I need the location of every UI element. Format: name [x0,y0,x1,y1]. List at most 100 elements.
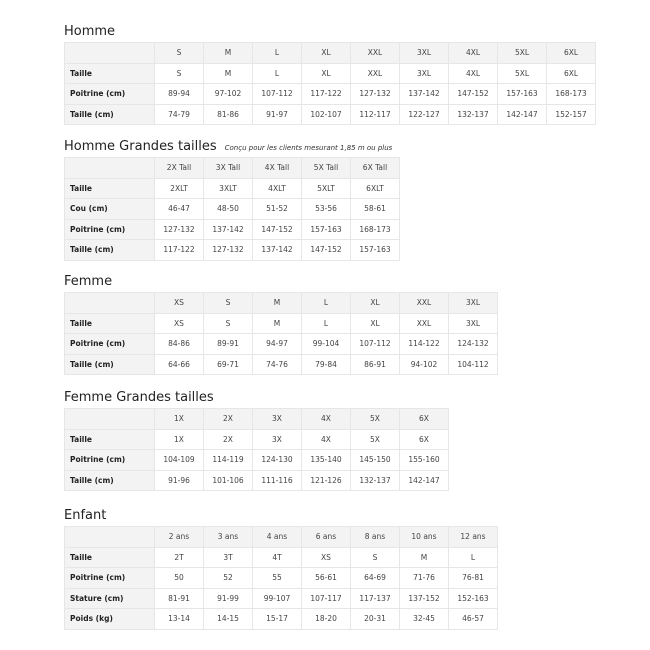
table-cell: 152-157 [546,103,596,125]
table-cell: 4XL [448,62,498,84]
table-cell: 13-14 [154,608,204,630]
table-cell: 101-106 [203,469,253,491]
table-cell: L [448,546,498,568]
column-header: XL [350,292,400,314]
section-title-text: Homme Grandes tailles [64,139,217,154]
table-cell: 3XLT [203,177,253,199]
table-cell: 86-91 [350,353,400,375]
table-cell: 46-47 [154,198,204,220]
table-header-row: 2 ans 3 ans 4 ans 6 ans 8 ans 10 ans 12 ans [64,526,498,548]
table-row: Taille 2T 3T 4T XS S M L [64,546,498,568]
row-label: Poitrine (cm) [64,449,155,471]
column-header: 3X [252,408,302,430]
section-title-text: Femme Grandes tailles [64,390,214,405]
size-table: 1X 2X 3X 4X 5X 6X Taille 1X 2X 3X 4X 5X 6X Poitrine (… [64,408,449,491]
table-cell: 91-97 [252,103,302,125]
column-header: M [203,42,253,64]
table-cell: XL [301,62,351,84]
column-header: 4X Tall [252,157,302,179]
column-header: 4XL [448,42,498,64]
column-header: 3XL [448,292,498,314]
table-cell: 94-102 [399,353,449,375]
table-cell: 55 [252,567,302,589]
row-label: Taille [64,177,155,199]
table-cell: 122-127 [399,103,449,125]
table-cell: XS [154,312,204,334]
table-cell: M [399,546,449,568]
table-cell: XL [350,312,400,334]
table-cell: 14-15 [203,608,253,630]
table-cell: 157-163 [350,239,400,261]
column-header: XXL [399,292,449,314]
column-header: 1X [154,408,204,430]
table-cell: 168-173 [546,83,596,105]
table-cell: 99-104 [301,333,351,355]
row-label: Stature (cm) [64,587,155,609]
table-cell: 74-79 [154,103,204,125]
corner-cell [64,42,155,64]
column-header: 4X [301,408,351,430]
table-cell: 32-45 [399,608,449,630]
table-row: Taille S M L XL XXL 3XL 4XL 5XL 6XL [64,62,596,84]
table-row: Poids (kg) 13-14 14-15 15-17 18-20 20-31 32-45… [64,608,498,630]
table-row: Taille (cm) 64-66 69-71 74-76 79-84 86-91 94-1… [64,353,498,375]
table-cell: 48-50 [203,198,253,220]
table-cell: 56-61 [301,567,351,589]
column-header: 6X Tall [350,157,400,179]
table-row: Poitrine (cm) 50 52 55 56-61 64-69 71-76 76-81 [64,567,498,589]
row-label: Poitrine (cm) [64,333,155,355]
table-cell: 127-132 [203,239,253,261]
table-cell: 107-112 [252,83,302,105]
table-cell: 117-122 [301,83,351,105]
row-label: Taille (cm) [64,469,155,491]
row-label: Taille [64,428,155,450]
table-cell: 127-132 [350,83,400,105]
table-cell: 107-112 [350,333,400,355]
table-cell: 112-117 [350,103,400,125]
row-label: Poids (kg) [64,608,155,630]
table-cell: 3X [252,428,302,450]
size-table: 2 ans 3 ans 4 ans 6 ans 8 ans 10 ans 12 ans Tai… [64,526,498,630]
table-cell: 76-81 [448,567,498,589]
table-cell: 111-116 [252,469,302,491]
table-cell: 132-137 [350,469,400,491]
row-label: Taille (cm) [64,239,155,261]
column-header: XS [154,292,204,314]
column-header: M [252,292,302,314]
table-cell: 137-142 [399,83,449,105]
section-note: Conçu pour les clients mesurant 1,85 m o… [224,144,393,152]
column-header: 3XL [399,42,449,64]
size-section: Homme S M L XL XXL 3XL 4XL 5XL 6XL Taille S M L XL XXL 3… [64,23,596,125]
column-header: 10 ans [399,526,449,548]
size-section: Homme Grandes tailles Conçu pour les clie… [64,138,400,261]
table-row: Taille XS S M L XL XXL 3XL [64,312,498,334]
table-cell: 91-96 [154,469,204,491]
table-cell: 4XLT [252,177,302,199]
table-cell: 91-99 [203,587,253,609]
table-row: Poitrine (cm) 104-109 114-119 124-130 135-14… [64,449,449,471]
table-cell: 137-142 [203,218,253,240]
column-header: XL [301,42,351,64]
section-title-text: Femme [64,274,113,289]
table-cell: 137-152 [399,587,449,609]
table-cell: 142-147 [497,103,547,125]
table-cell: 18-20 [301,608,351,630]
table-cell: 89-91 [203,333,253,355]
column-header: 5X Tall [301,157,351,179]
table-cell: 114-122 [399,333,449,355]
table-cell: 3XL [399,62,449,84]
column-header: S [154,42,204,64]
table-cell: 145-150 [350,449,400,471]
table-cell: 58-61 [350,198,400,220]
table-cell: 102-107 [301,103,351,125]
row-label: Poitrine (cm) [64,83,155,105]
table-cell: 114-119 [203,449,253,471]
table-cell: 127-132 [154,218,204,240]
column-header: 2X Tall [154,157,204,179]
table-cell: 104-109 [154,449,204,471]
column-header: 4 ans [252,526,302,548]
table-cell: 69-71 [203,353,253,375]
table-cell: 15-17 [252,608,302,630]
table-cell: 124-130 [252,449,302,471]
table-cell: XS [301,546,351,568]
